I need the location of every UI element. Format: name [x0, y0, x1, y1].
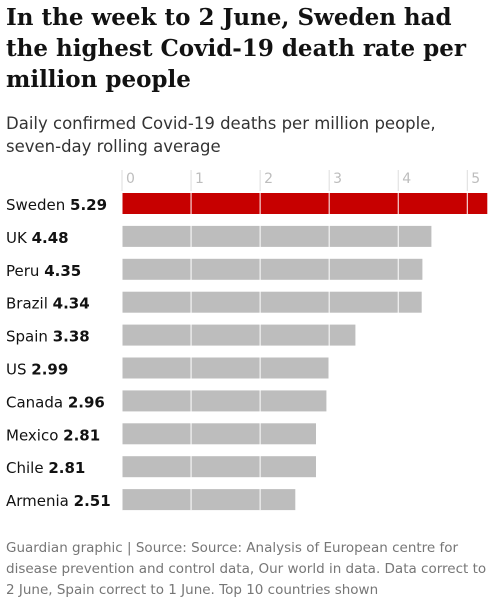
value-label: 4.34 [53, 295, 90, 313]
bar-brazil [122, 291, 422, 313]
x-tick-label: 3 [333, 171, 342, 187]
bar-mexico [122, 423, 316, 445]
x-tick-label: 4 [402, 171, 411, 187]
value-label: 2.81 [63, 426, 100, 444]
category-label: Chile [6, 459, 48, 477]
category-label: Canada [6, 393, 68, 411]
value-label: 4.48 [32, 229, 69, 247]
chart-headline: In the week to 2 June, Sweden had the hi… [6, 4, 466, 93]
value-label: 2.51 [74, 492, 111, 510]
value-label: 2.99 [31, 361, 68, 379]
value-label: 2.96 [68, 393, 105, 411]
chart-subtitle: Daily confirmed Covid-19 deaths per mill… [6, 114, 436, 156]
bar-label: Mexico 2.81 [6, 426, 100, 444]
category-label: Armenia [6, 492, 74, 510]
x-tick-label: 1 [195, 171, 204, 187]
category-label: Spain [6, 328, 53, 346]
bar-chile [122, 456, 316, 478]
x-tick-label: 0 [126, 171, 135, 187]
bar-armenia [122, 489, 296, 511]
bar-label: Sweden 5.29 [6, 196, 107, 214]
category-label: Mexico [6, 426, 63, 444]
value-label: 5.29 [70, 196, 107, 214]
bar-canada [122, 390, 327, 412]
value-label: 2.81 [48, 459, 85, 477]
x-tick-label: 5 [471, 171, 480, 187]
value-label: 4.35 [44, 262, 81, 280]
bar-label: Armenia 2.51 [6, 492, 111, 510]
category-label: US [6, 361, 31, 379]
bar-label: Peru 4.35 [6, 262, 81, 280]
bar-label: Chile 2.81 [6, 459, 85, 477]
source-footer: Guardian graphic | Source: Source: Analy… [6, 540, 487, 598]
bar-sweden [122, 193, 488, 214]
category-label: Sweden [6, 196, 70, 214]
category-label: UK [6, 229, 32, 247]
bar-label: Canada 2.96 [6, 393, 105, 411]
bar-label: UK 4.48 [6, 229, 69, 247]
category-label: Brazil [6, 295, 53, 313]
bar-peru [122, 258, 423, 280]
bar-spain [122, 324, 356, 346]
x-tick-label: 2 [264, 171, 273, 187]
bar-uk [122, 225, 432, 247]
bar-label: US 2.99 [6, 361, 68, 379]
bar-label: Spain 3.38 [6, 328, 90, 346]
value-label: 3.38 [53, 328, 90, 346]
bar-us [122, 357, 329, 379]
bar-label: Brazil 4.34 [6, 295, 90, 313]
category-label: Peru [6, 262, 44, 280]
